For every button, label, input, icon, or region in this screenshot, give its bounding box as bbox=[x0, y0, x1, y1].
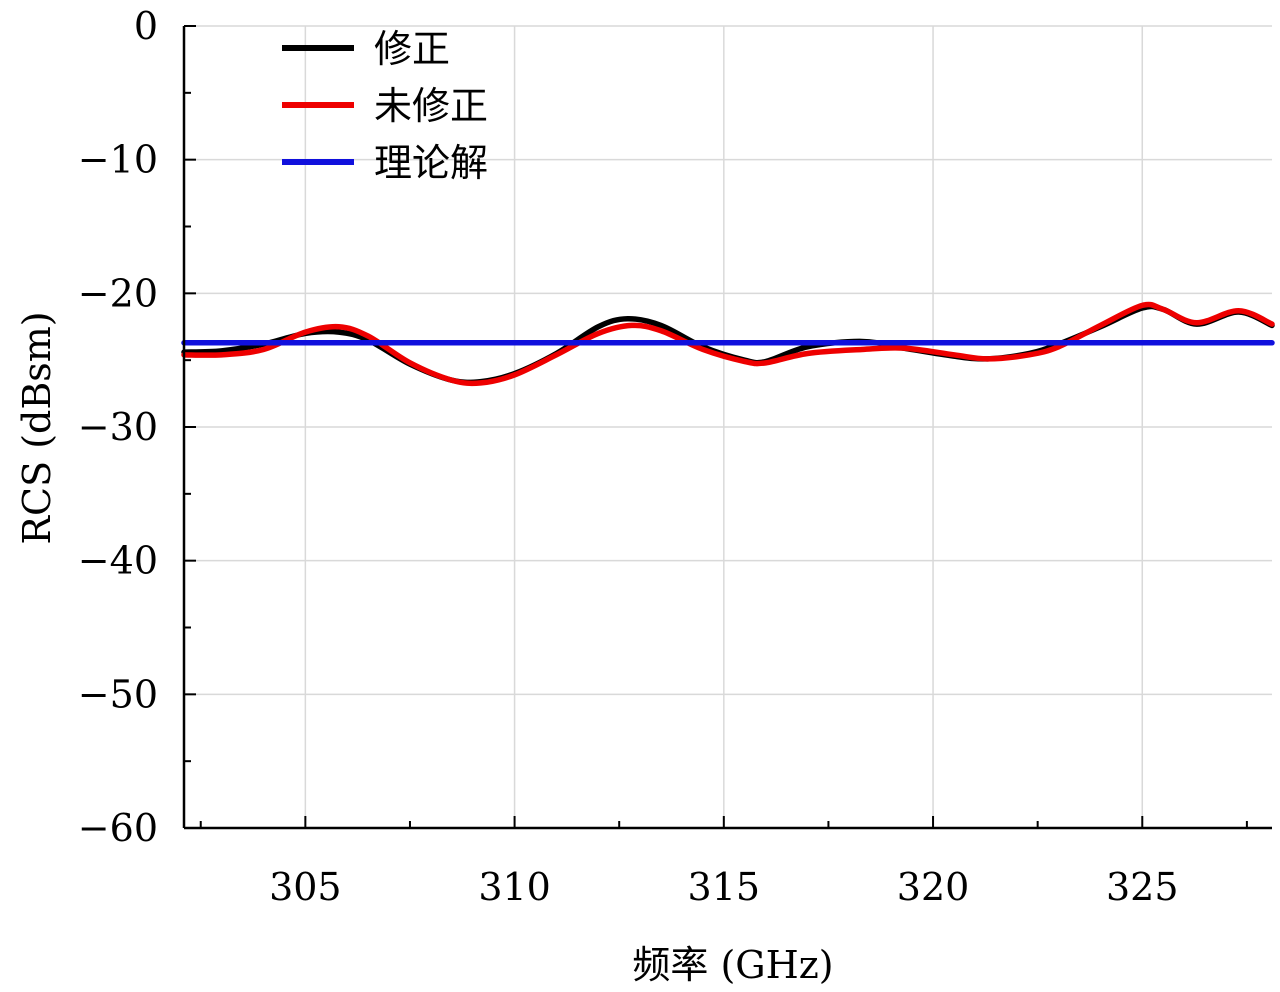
y-tick-label: −50 bbox=[78, 672, 158, 716]
x-axis-title: 频率 (GHz) bbox=[632, 943, 833, 987]
y-tick-label: −40 bbox=[78, 539, 158, 583]
x-tick-label: 315 bbox=[688, 865, 761, 909]
y-tick-label: −10 bbox=[78, 138, 158, 182]
legend-label: 理论解 bbox=[374, 141, 488, 185]
y-axis-title: RCS (dBsm) bbox=[15, 311, 59, 544]
x-tick-label: 305 bbox=[269, 865, 342, 909]
grid bbox=[184, 25, 1272, 828]
ticks: 0 −10 −20 −30 −40 −50 −60 305 310 315 320 325 bbox=[78, 4, 1248, 909]
y-tick-label: −30 bbox=[78, 405, 158, 449]
legend-label: 修正 bbox=[374, 27, 450, 71]
y-tick-label: −20 bbox=[78, 271, 158, 315]
y-tick-label: 0 bbox=[134, 4, 158, 48]
series-lines bbox=[181, 301, 1275, 387]
x-tick-label: 325 bbox=[1106, 865, 1179, 909]
series-line-1 bbox=[181, 301, 1275, 387]
x-tick-label: 310 bbox=[478, 865, 551, 909]
legend-label: 未修正 bbox=[374, 84, 488, 128]
y-tick-label: −60 bbox=[78, 806, 158, 850]
x-tick-label: 320 bbox=[897, 865, 970, 909]
